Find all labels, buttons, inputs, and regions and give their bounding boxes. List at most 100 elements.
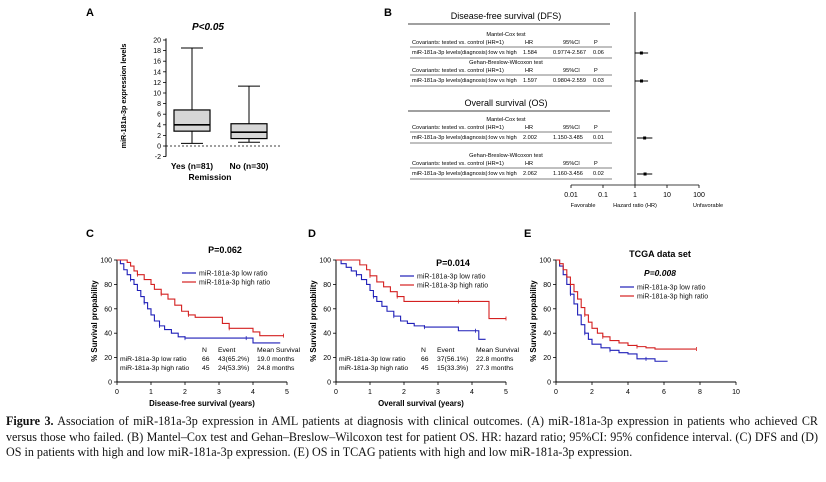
forest-col-hr: HR [525,68,533,74]
forest-hr-value: 2.062 [523,171,537,177]
panel-b: B Disease-free survival (DFS) Overall su… [384,7,723,209]
km-x-tick-label: 5 [504,389,508,396]
km-table-cell: 24(53.3%) [218,365,249,372]
forest-unfavorable-label: Unfavorable [693,203,723,209]
km-y-tick-label: 0 [547,380,551,387]
km-table-header: Mean Survival [476,347,520,354]
y-tick-label: 10 [153,91,161,98]
km-title: TCGA data set [629,249,691,259]
forest-col-ci: 95%CI [563,125,580,131]
km-legend-label: miR-181a-3p high ratio [417,283,488,290]
km-legend-label: miR-181a-3p high ratio [199,280,270,287]
y-tick-label: 4 [157,122,161,129]
forest-col-hr: HR [525,125,533,131]
forest-col-p: P [594,40,598,46]
km-x-tick-label: 2 [402,389,406,396]
forest-test-name: Mantel-Cox test [486,117,526,123]
km-table-cell: 66 [421,356,429,363]
forest-favorable-label: Favorable [571,203,596,209]
panel-a: A P<0.05 miR-181a-3p expression levels 2… [86,7,280,182]
panel-e: E 0 20 40 60 80 100 0 2 4 6 8 10 % Survival propabil… [524,228,740,396]
km-y-tick-label: 20 [323,355,331,362]
km-curve-low-ratio [336,259,486,340]
km-y-tick-label: 80 [104,282,112,289]
y-tick-label: 6 [157,112,161,119]
km-table-cell: 37(56.1%) [437,356,468,363]
y-tick-label: 14 [153,69,161,76]
forest-hr-marker [640,79,644,83]
forest-ci-value: 1.150-3.485 [553,135,583,141]
km-xlabel: Overall survival (years) [378,399,464,408]
forest-row-label: miR-181a-3p levels(diagnosis):low vs hig… [412,135,517,141]
km-table-cell: miR-181a-3p high ratio [120,365,189,372]
forest-cov-label: Covariants: tested vs. control (HR=1) [412,161,504,167]
km-y-tick-label: 60 [323,306,331,313]
forest-hr-value: 2.002 [523,135,537,141]
forest-col-hr: HR [525,40,533,46]
km-y-tick-label: 40 [104,331,112,338]
forest-ci-value: 1.160-3.456 [553,171,583,177]
km-y-tick-label: 20 [543,355,551,362]
km-x-tick-label: 5 [285,389,289,396]
forest-hr-value: 1.597 [523,78,537,84]
km-curve-high-ratio [336,259,506,320]
forest-col-p: P [594,125,598,131]
y-tick-label: 8 [157,101,161,108]
km-title: P=0.062 [208,245,242,255]
panel-label-e: E [524,228,531,240]
panel-a-xlabel: Remission [189,172,232,182]
km-y-tick-label: 0 [108,380,112,387]
forest-hr-value: 1.584 [523,50,537,56]
figure-caption-text: Association of miR-181a-3p expression in… [6,414,818,459]
km-x-tick-label: 4 [470,389,474,396]
y-tick-label: 18 [153,48,161,55]
y-tick-label: 12 [153,80,161,87]
km-table-cell: miR-181a-3p low ratio [339,356,406,363]
km-x-tick-label: 6 [662,389,666,396]
km-table-cell: miR-181a-3p high ratio [339,365,408,372]
km-table-header: Event [218,347,235,354]
forest-row-label: miR-181a-3p levels(diagnosis):low vs hig… [412,78,517,84]
forest-table: Mantel-Cox test Covariants: tested vs. co… [410,32,612,180]
y-tick-label: 2 [157,133,161,140]
km-table-cell: 24.8 months [257,365,295,372]
panel-label-d: D [308,228,316,240]
forest-hr-marker [643,172,647,176]
group-label: No (n=30) [230,161,269,171]
km-table-header: Mean Survival [257,347,301,354]
forest-p-value: 0.06 [593,50,604,56]
km-pvalue: P=0.008 [644,268,676,278]
panel-a-pvalue: P<0.05 [192,22,224,33]
km-x-tick-label: 4 [251,389,255,396]
forest-row-label: miR-181a-3p levels(diagnosis):low vs hig… [412,171,517,177]
km-ylabel: % Survival propability [529,280,538,362]
km-x-tick-label: 3 [436,389,440,396]
km-table-cell: 43(65.2%) [218,356,249,363]
forest-hr-axis-label: Hazard ratio (HR) [613,203,657,209]
km-ylabel: % Survival propability [309,280,318,362]
km-table-cell: 19.0 months [257,356,295,363]
forest-test-name: Mantel-Cox test [486,32,526,38]
forest-test-name: Gehan-Breslow-Wilcoxon test [469,60,543,66]
forest-p-value: 0.02 [593,171,604,177]
km-ylabel: % Survival propability [90,280,99,362]
km-table-cell: 66 [202,356,210,363]
panel-label-a: A [86,7,94,19]
km-table-header: N [202,347,207,354]
km-x-tick-label: 2 [590,389,594,396]
forest-col-p: P [594,161,598,167]
panel-label-b: B [384,7,392,19]
km-legend-label: miR-181a-3p low ratio [637,285,706,292]
forest-ci-value: 0.9804-2.559 [553,78,586,84]
km-table-cell: 27.3 months [476,365,514,372]
km-table-header: N [421,347,426,354]
forest-cov-label: Covariants: tested vs. control (HR=1) [412,125,504,131]
km-x-tick-label: 2 [183,389,187,396]
y-tick-label: 20 [153,38,161,45]
forest-cov-label: Covariants: tested vs. control (HR=1) [412,40,504,46]
forest-ci-value: 0.9774-2.567 [553,50,586,56]
km-y-tick-label: 100 [100,258,112,265]
